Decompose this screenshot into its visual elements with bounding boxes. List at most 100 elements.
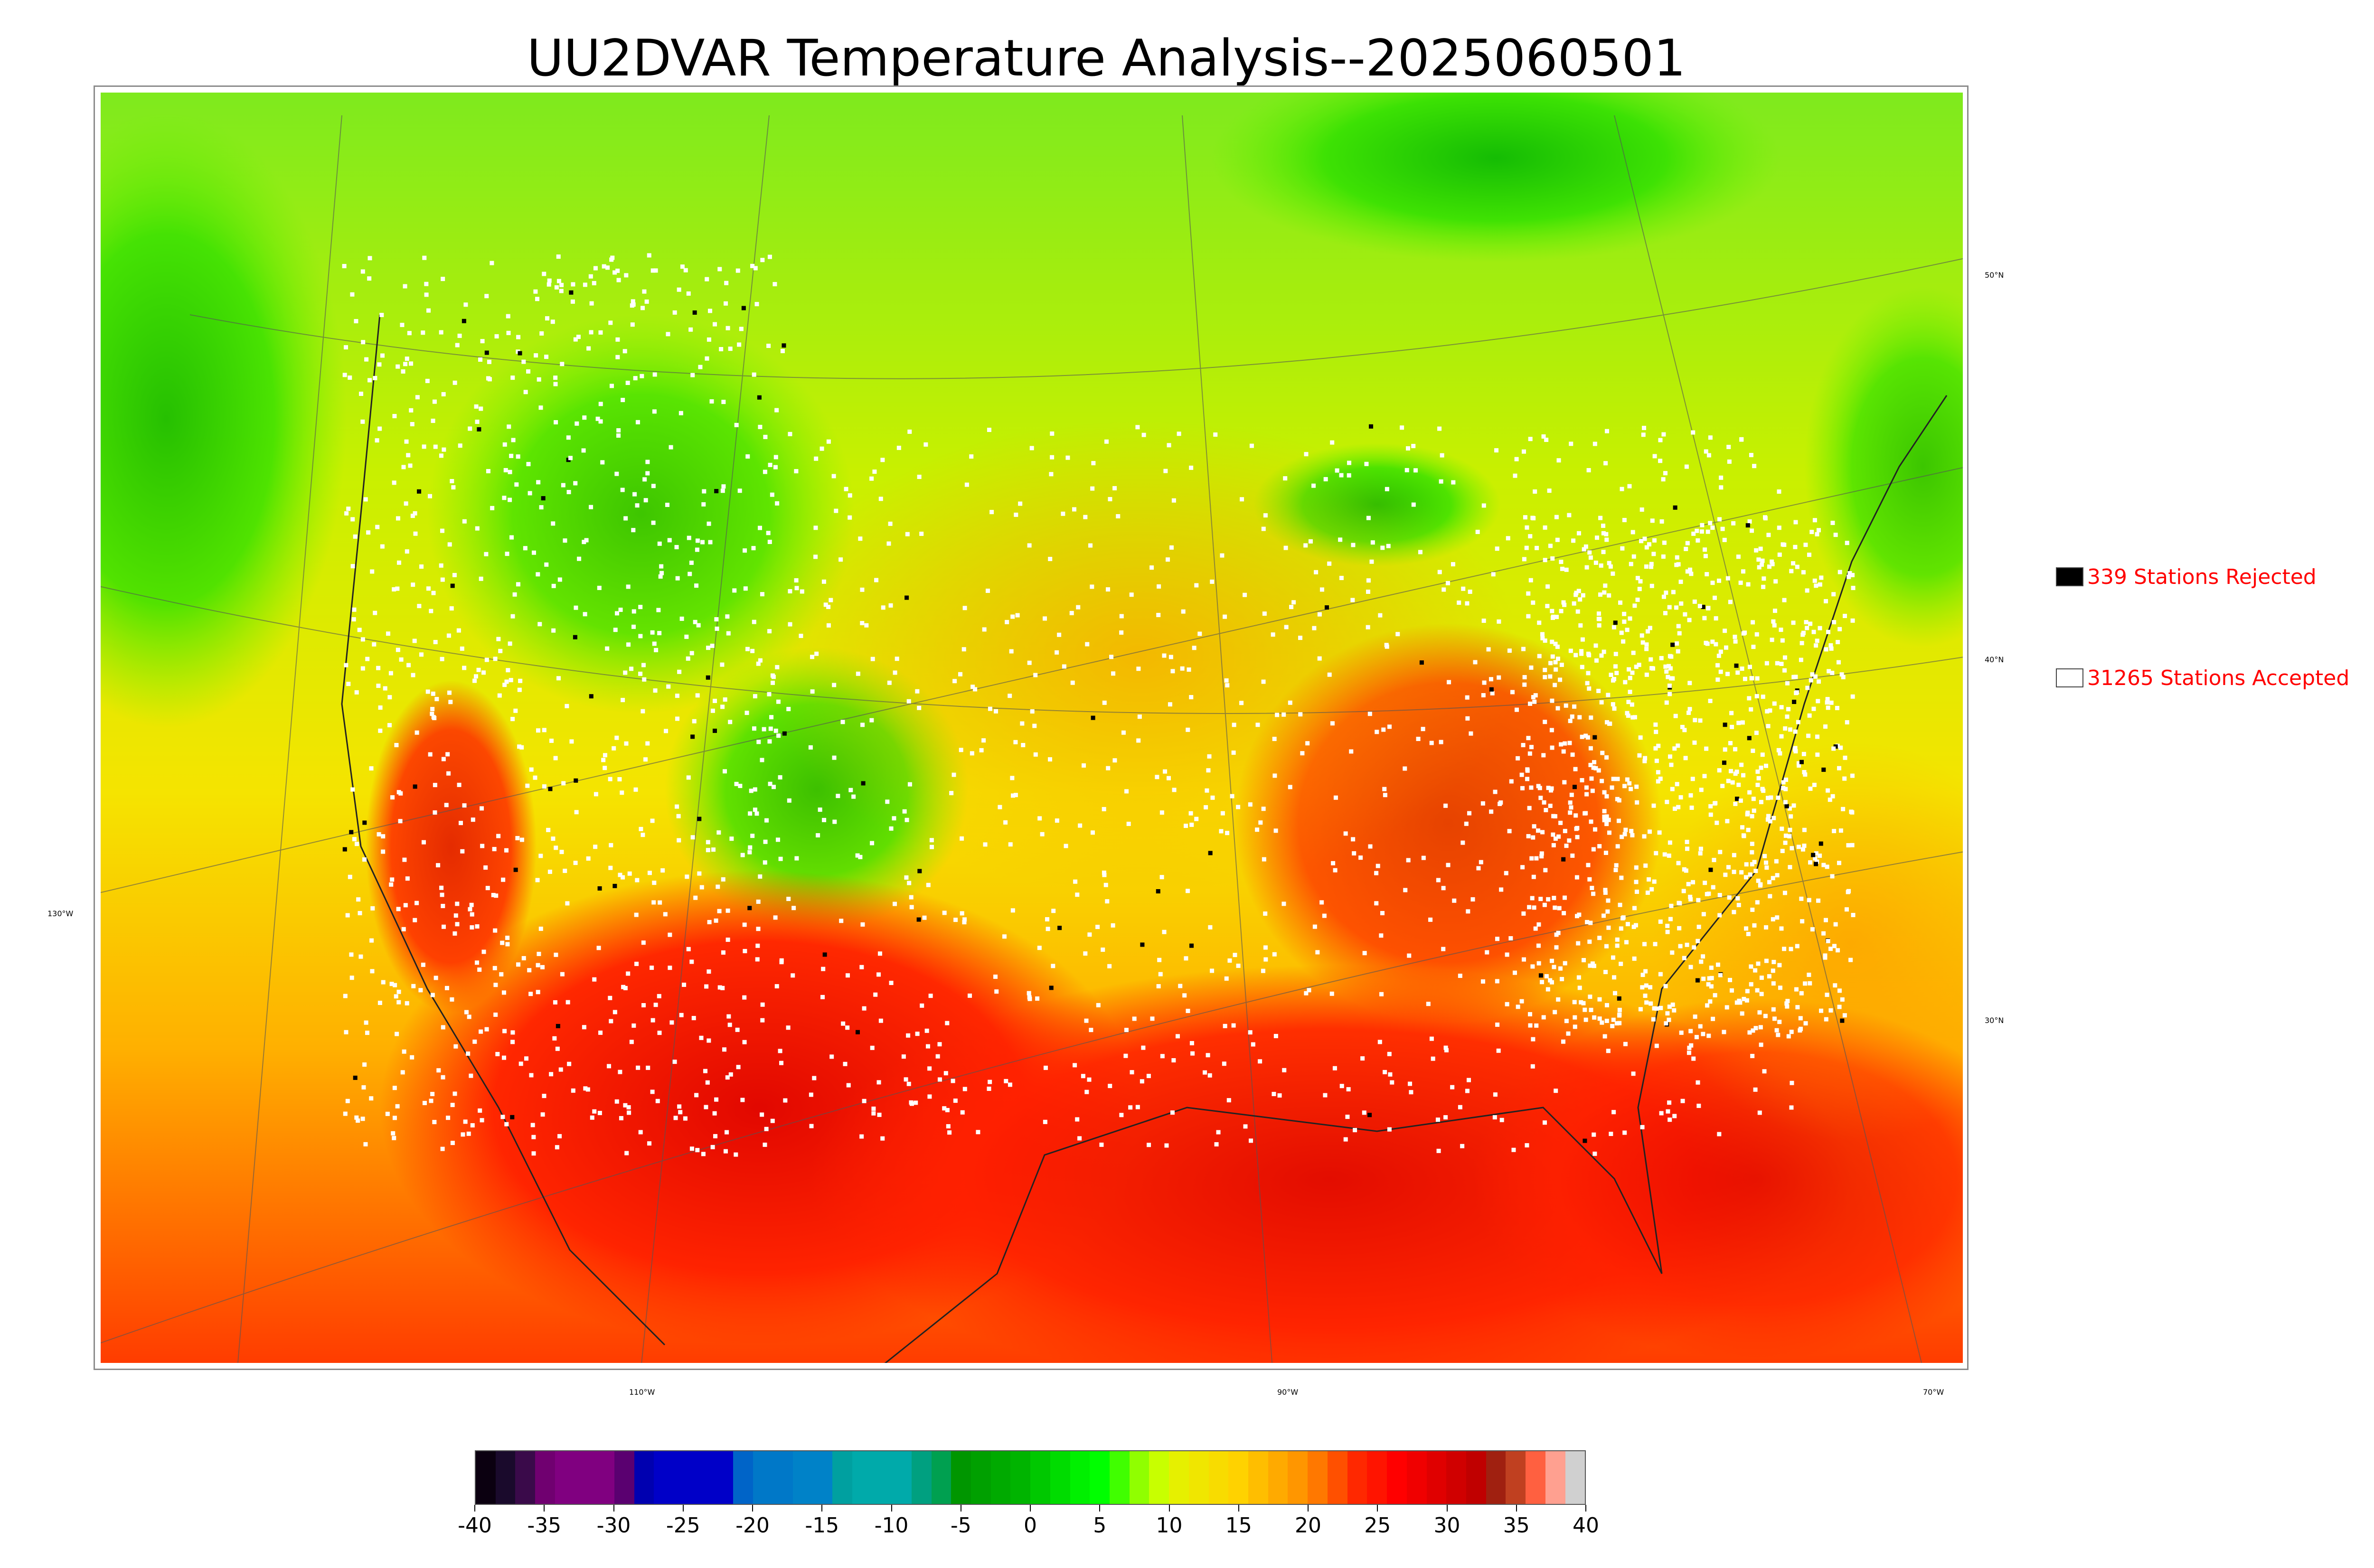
station-marker: [1020, 721, 1025, 726]
station-marker: [1665, 799, 1669, 804]
station-marker: [1626, 714, 1630, 718]
station-marker: [1339, 575, 1344, 580]
station-marker: [1457, 601, 1461, 605]
station-marker: [1619, 630, 1624, 635]
station-marker: [1837, 766, 1842, 770]
station-marker: [675, 694, 679, 698]
station-marker: [1750, 814, 1754, 818]
colorbar-segment: [1406, 1451, 1427, 1504]
station-marker: [689, 560, 694, 565]
station-marker: [608, 995, 612, 1000]
station-marker: [1678, 795, 1683, 800]
station-marker: [605, 646, 610, 651]
station-marker: [1163, 469, 1168, 473]
station-marker: [1650, 518, 1655, 523]
station-marker: [1667, 1100, 1672, 1105]
station-marker: [1756, 878, 1761, 883]
station-marker: [608, 865, 613, 870]
station-marker: [873, 992, 878, 997]
station-marker: [596, 946, 601, 950]
station-marker: [609, 1019, 613, 1023]
station-marker: [1746, 931, 1751, 936]
station-marker: [614, 471, 619, 476]
station-marker: [1667, 605, 1672, 610]
station-marker: [342, 264, 347, 269]
station-marker: [1784, 804, 1789, 808]
station-marker: [1639, 539, 1644, 544]
station-marker: [375, 525, 380, 529]
station-marker: [1587, 550, 1592, 555]
station-marker: [1632, 715, 1637, 720]
station-marker: [597, 1111, 602, 1116]
station-marker: [904, 595, 909, 600]
station-marker: [1693, 1014, 1697, 1019]
station-marker: [1731, 521, 1736, 526]
station-marker: [768, 462, 772, 467]
station-marker: [413, 531, 418, 536]
station-marker: [1568, 648, 1573, 653]
station-marker: [1157, 584, 1161, 589]
station-marker: [566, 435, 571, 440]
station-marker: [1696, 898, 1701, 902]
station-marker: [1615, 777, 1620, 781]
station-marker: [1008, 1082, 1012, 1087]
station-marker: [444, 986, 449, 990]
station-marker: [387, 723, 392, 728]
station-marker: [1784, 778, 1789, 782]
station-marker: [1648, 985, 1653, 990]
station-marker: [1670, 950, 1675, 955]
station-marker: [679, 1013, 684, 1017]
station-marker: [1685, 840, 1689, 845]
station-marker: [1408, 1081, 1413, 1086]
station-marker: [774, 984, 779, 989]
station-marker: [369, 1096, 374, 1101]
station-marker: [1757, 565, 1762, 570]
station-marker: [1333, 868, 1338, 873]
station-marker: [1534, 856, 1539, 861]
station-marker: [1597, 623, 1602, 628]
station-marker: [1751, 620, 1755, 625]
station-marker: [1106, 766, 1111, 770]
colorbar-segment: [792, 1451, 813, 1504]
station-marker: [410, 422, 415, 426]
station-marker: [773, 728, 778, 733]
station-marker: [1572, 601, 1576, 606]
station-marker: [510, 1040, 515, 1044]
station-marker: [1672, 1114, 1677, 1118]
station-marker: [1752, 860, 1757, 864]
station-marker: [1529, 745, 1534, 750]
station-marker: [1510, 690, 1515, 695]
station-marker: [1602, 809, 1607, 814]
station-marker: [1747, 736, 1752, 741]
station-marker: [726, 1014, 731, 1019]
station-marker: [1583, 1017, 1588, 1022]
station-marker: [1764, 925, 1769, 930]
station-marker: [1682, 956, 1686, 960]
station-marker: [1620, 546, 1625, 551]
colorbar-tick-mark: [1585, 1505, 1586, 1512]
station-marker: [695, 1148, 700, 1153]
station-marker: [1779, 628, 1783, 632]
station-marker: [1207, 1073, 1212, 1078]
station-marker: [1541, 1015, 1546, 1020]
station-marker: [1643, 969, 1648, 974]
colorbar-segment: [1169, 1451, 1189, 1504]
station-marker: [906, 1081, 911, 1086]
station-marker: [1621, 639, 1626, 644]
station-marker: [623, 1103, 628, 1108]
station-marker: [1533, 926, 1538, 931]
station-marker: [615, 611, 620, 616]
station-marker: [752, 620, 756, 624]
station-marker: [1166, 776, 1171, 780]
station-marker: [989, 510, 994, 515]
station-marker: [740, 853, 745, 857]
station-marker: [502, 1055, 507, 1060]
station-marker: [1102, 700, 1107, 705]
station-marker: [1837, 570, 1842, 574]
station-marker: [369, 938, 374, 943]
station-marker: [582, 540, 586, 545]
station-marker: [869, 718, 874, 723]
station-marker: [758, 424, 763, 429]
station-marker: [1686, 882, 1691, 886]
station-marker: [457, 782, 462, 787]
